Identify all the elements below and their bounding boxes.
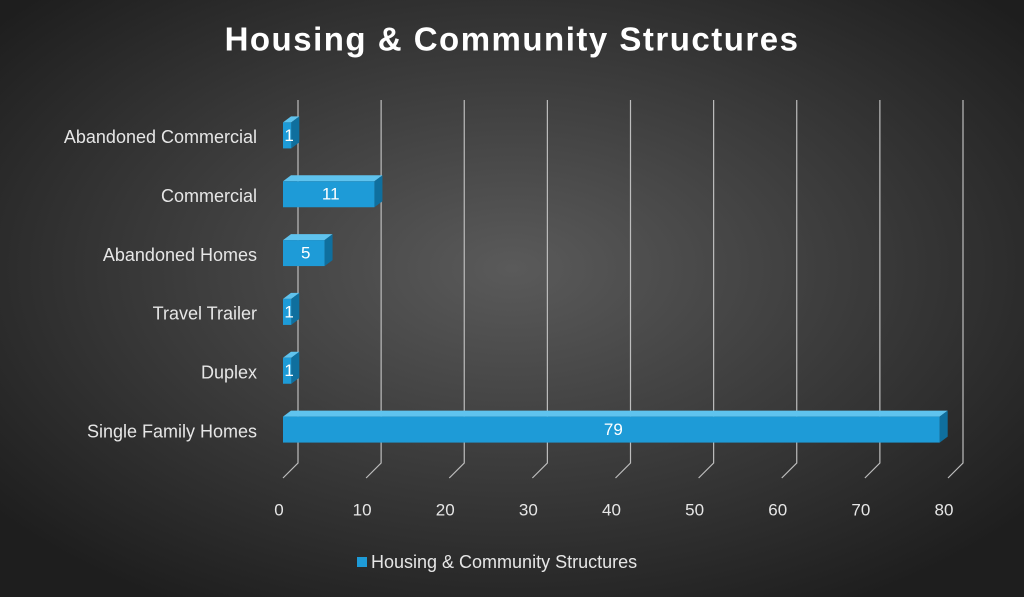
- x-tick-label: 10: [353, 500, 372, 519]
- x-tick-label: 60: [768, 500, 787, 519]
- bar-top: [283, 410, 948, 417]
- bar: [283, 416, 940, 443]
- grid-line: [947, 100, 964, 479]
- bar-top: [283, 292, 300, 299]
- grid-line: [531, 100, 548, 479]
- chart-title: Housing & Community Structures: [225, 21, 800, 58]
- y-tick-label: Commercial: [161, 186, 257, 206]
- y-tick-label: Duplex: [201, 363, 257, 383]
- grid-line: [698, 100, 715, 479]
- legend-label: Housing & Community Structures: [371, 552, 637, 572]
- bar: [283, 298, 292, 325]
- grid-line: [448, 100, 465, 479]
- x-tick-label: 80: [935, 500, 954, 519]
- bar: [283, 122, 292, 149]
- x-tick-label: 50: [685, 500, 704, 519]
- x-tick-label: 70: [851, 500, 870, 519]
- bar: [283, 181, 375, 208]
- x-tick-label: 0: [274, 500, 283, 519]
- grid-line: [781, 100, 798, 479]
- data-label: 11: [322, 185, 340, 204]
- grid-line: [615, 100, 632, 479]
- bar-top: [283, 175, 383, 182]
- bar: [283, 357, 292, 384]
- legend-swatch: [357, 557, 367, 567]
- bar-side: [324, 234, 333, 267]
- bar: [283, 240, 325, 267]
- bar-top: [283, 351, 300, 358]
- data-label: 1: [284, 126, 293, 145]
- data-label: 1: [284, 302, 293, 321]
- bar-side: [939, 410, 948, 443]
- y-tick-label: Travel Trailer: [153, 304, 257, 324]
- bar-top: [283, 116, 300, 123]
- y-tick-label: Single Family Homes: [87, 421, 257, 441]
- data-label: 5: [301, 244, 310, 263]
- bar-side: [291, 292, 300, 325]
- bar-side: [374, 175, 383, 208]
- bar-top: [283, 234, 333, 241]
- bar-side: [291, 351, 300, 384]
- grid-line: [282, 100, 299, 479]
- data-label: 79: [604, 420, 623, 439]
- y-tick-label: Abandoned Commercial: [64, 127, 257, 147]
- x-tick-label: 30: [519, 500, 538, 519]
- x-tick-label: 20: [436, 500, 455, 519]
- grid-line: [864, 100, 881, 479]
- bar-side: [291, 116, 300, 149]
- grid-line: [365, 100, 382, 479]
- x-tick-label: 40: [602, 500, 621, 519]
- y-tick-label: Abandoned Homes: [103, 245, 257, 265]
- data-label: 1: [284, 361, 293, 380]
